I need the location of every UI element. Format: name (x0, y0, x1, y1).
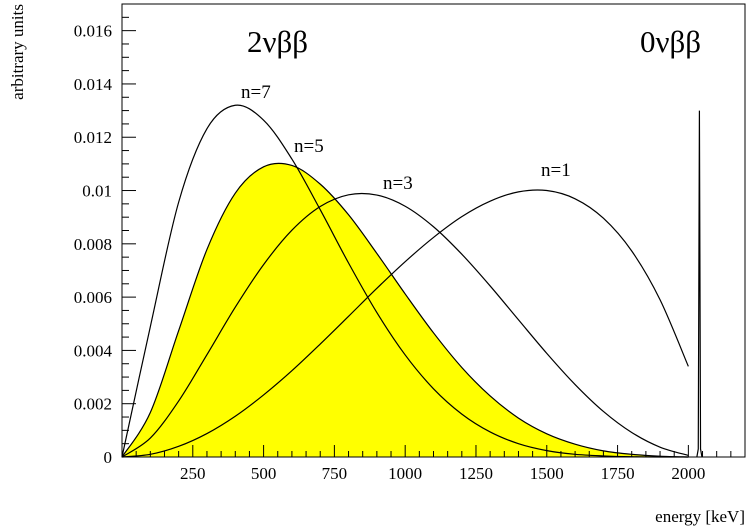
series-label-n1: n=1 (541, 160, 571, 181)
x-tick-label: 1000 (388, 464, 422, 483)
y-tick-label: 0.016 (74, 22, 112, 41)
ticks-layer (122, 3, 732, 457)
y-tick-label: 0.004 (74, 341, 113, 360)
series-label-n3: n=3 (383, 173, 413, 194)
y-tick-label: 0 (104, 448, 113, 467)
series-line-2 (121, 192, 689, 458)
series-line-1 (121, 162, 689, 458)
y-tick-labels: 0 0.002 0.004 0.006 0.008 0.01 0.012 0.014 0.016 (74, 22, 113, 467)
annotation-2nbb: 2νββ (247, 24, 308, 59)
series-line-0 (121, 104, 689, 458)
y-tick-label: 0.006 (74, 288, 112, 307)
y-tick-label: 0.014 (74, 75, 113, 94)
x-tick-label: 2000 (671, 464, 705, 483)
annotation-0nbb: 0νββ (640, 24, 701, 59)
y-tick-label: 0.002 (74, 395, 112, 414)
x-tick-label: 250 (180, 464, 206, 483)
x-tick-label: 500 (251, 464, 277, 483)
x-tick-label: 1250 (459, 464, 493, 483)
y-tick-label: 0.01 (82, 182, 112, 201)
curves-layer (121, 104, 703, 458)
series-line-3 (121, 189, 689, 458)
series-label-n7: n=7 (241, 82, 271, 103)
x-tick-label: 1750 (601, 464, 635, 483)
y-tick-label: 0.008 (74, 235, 112, 254)
x-axis-label: energy [keV] (655, 507, 745, 526)
x-tick-label: 750 (322, 464, 348, 483)
x-tick-label: 1500 (530, 464, 564, 483)
y-axis-label: arbitrary units (8, 4, 27, 100)
y-tick-label: 0.012 (74, 128, 112, 147)
x-tick-labels: 250 500 750 1000 1250 1500 1750 2000 (180, 464, 705, 483)
series-label-n5: n=5 (294, 136, 324, 157)
filled-area-layer (122, 163, 689, 457)
series-fill-1 (122, 163, 689, 457)
series-line-4 (696, 110, 703, 458)
